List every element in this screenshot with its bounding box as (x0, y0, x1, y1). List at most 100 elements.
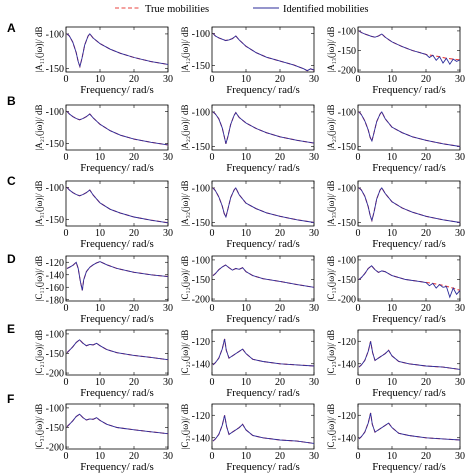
x-tick-label: 10 (387, 451, 397, 462)
y-tick-label: -120 (338, 411, 356, 422)
x-tick-label: 20 (275, 451, 285, 462)
y-tick-label: -100 (192, 183, 210, 194)
y-axis-label: |C₃₃(jω)|/ dB (326, 404, 336, 450)
y-tick-label: -150 (338, 275, 356, 286)
x-tick-label: 0 (356, 451, 361, 462)
y-tick-label: -120 (338, 337, 356, 348)
y-tick-label: -140 (192, 359, 210, 370)
x-tick-label: 0 (64, 303, 69, 314)
series-identified-mobilities (358, 111, 461, 147)
axes-frame (65, 255, 169, 302)
panel-r2c1: 0 10 20 30 -100 -150 Frequency/ rad/s |A₂₁(jω)|… (34, 104, 173, 174)
x-tick-label: 30 (163, 451, 173, 462)
y-axis-label: |A₁₁(jω)|/ dB (34, 26, 44, 72)
y-tick-label: -150 (46, 139, 64, 150)
y-tick-label: -120 (192, 411, 210, 422)
x-tick-label: 10 (387, 303, 397, 314)
x-tick-label: 20 (421, 377, 431, 388)
x-tick-label: 10 (241, 74, 251, 85)
y-tick-label: -150 (192, 218, 210, 229)
x-tick-label: 10 (241, 377, 251, 388)
series-identified-mobilities (358, 412, 461, 441)
x-tick-label: 0 (356, 228, 361, 239)
row-label-E: E (7, 322, 15, 336)
x-tick-label: 10 (387, 74, 397, 85)
y-tick-label: -100 (46, 183, 64, 194)
row-label-B: B (7, 94, 16, 108)
y-axis-label: |A₃₂(jω)|/ dB (180, 180, 190, 226)
row-label-D: D (7, 252, 16, 266)
x-tick-label: 10 (95, 451, 105, 462)
panel-r2c2: 0 10 20 30 -100 -150 Frequency/ rad/s |A₂₂(jω)|… (180, 104, 319, 174)
panel-r5c2: 0 10 20 30 -120 -140 Frequency/ rad/s |C₂₂(jω)|… (180, 329, 319, 399)
x-tick-label: 30 (455, 228, 465, 239)
x-tick-label: 20 (129, 377, 139, 388)
x-tick-label: 30 (455, 303, 465, 314)
y-tick-label: -200 (338, 66, 356, 77)
y-tick-label: -150 (338, 142, 356, 153)
panel-r4c3: 0 10 20 30 -100 -150 -200 Frequency/ rad/s |C₁₃(… (326, 255, 465, 325)
x-tick-label: 20 (129, 152, 139, 163)
y-axis-label: |C₂₂(jω)|/ dB (180, 330, 190, 376)
panel-r3c2: 0 10 20 30 -100 -150 Frequency/ rad/s |A₃₂(jω)|… (180, 180, 319, 250)
x-tick-label: 20 (275, 152, 285, 163)
axes-frame (65, 26, 169, 73)
x-axis-label: Frequency/ rad/s (80, 84, 154, 96)
series-identified-mobilities (358, 341, 461, 370)
x-tick-label: 10 (95, 152, 105, 163)
x-tick-label: 10 (387, 228, 397, 239)
series-true-mobilities (358, 341, 461, 370)
y-tick-label: -150 (192, 61, 210, 72)
row-label-C: C (7, 174, 16, 188)
y-tick-label: -150 (46, 64, 64, 75)
series-true-mobilities (358, 30, 461, 61)
row-label-A: A (7, 21, 16, 35)
x-axis-label: Frequency/ rad/s (372, 238, 446, 250)
series-true-mobilities (358, 110, 461, 148)
series-identified-mobilities (66, 413, 169, 435)
y-tick-label: -100 (46, 107, 64, 118)
axes-frame (211, 329, 315, 376)
x-axis-label: Frequency/ rad/s (226, 387, 300, 399)
series-identified-mobilities (212, 338, 315, 367)
y-tick-label: -200 (46, 443, 64, 454)
y-tick-label: -150 (192, 275, 210, 286)
x-tick-label: 30 (163, 303, 173, 314)
y-tick-label: -100 (338, 255, 356, 266)
panel-r1c3: 0 10 20 30 -100 -150 -200 Frequency/ rad/s |A₁₃(… (326, 26, 465, 96)
y-axis-label: |A₂₃(jω)|/ dB (326, 104, 336, 150)
x-tick-label: 0 (210, 377, 215, 388)
x-tick-label: 30 (163, 74, 173, 85)
panel-r1c1: 0 10 20 30 -100 -150 Frequency/ rad/s |A₁₁(jω)|… (34, 26, 173, 96)
x-tick-label: 10 (241, 228, 251, 239)
axes-frame (357, 180, 461, 227)
x-tick-label: 20 (129, 228, 139, 239)
x-tick-label: 30 (455, 152, 465, 163)
x-tick-label: 0 (210, 74, 215, 85)
panel-r5c3: 0 10 20 30 -120 -140 Frequency/ rad/s |C₂₃(jω)|… (326, 329, 465, 399)
legend-identified-label: Identified mobilities (283, 4, 368, 15)
y-tick-label: -200 (192, 295, 210, 306)
axes-frame (357, 104, 461, 151)
panel-r4c2: 0 10 20 30 -100 -150 -200 Frequency/ rad/s |C₁₂(… (180, 255, 319, 325)
y-tick-label: -100 (46, 29, 64, 40)
series-identified-mobilities (358, 187, 461, 223)
axes-frame (211, 104, 315, 151)
y-tick-label: -100 (338, 183, 356, 194)
x-tick-label: 0 (210, 152, 215, 163)
y-tick-label: -100 (46, 329, 64, 340)
x-tick-label: 10 (95, 74, 105, 85)
y-axis-label: |A₃₃(jω)|/ dB (326, 180, 336, 226)
series-true-mobilities (66, 261, 169, 291)
x-tick-label: 10 (241, 451, 251, 462)
series-identified-mobilities (66, 33, 169, 69)
x-tick-label: 30 (309, 303, 319, 314)
x-tick-label: 30 (309, 228, 319, 239)
y-tick-label: -100 (46, 403, 64, 414)
panel-r5c1: 0 10 20 30 -100 -150 -200 Frequency/ rad/s |C₂₁(… (34, 329, 173, 399)
y-tick-label: -100 (338, 26, 356, 37)
x-axis-label: Frequency/ rad/s (80, 313, 154, 325)
axes-frame (357, 255, 461, 302)
y-tick-label: -150 (192, 142, 210, 153)
y-tick-label: -200 (338, 295, 356, 306)
